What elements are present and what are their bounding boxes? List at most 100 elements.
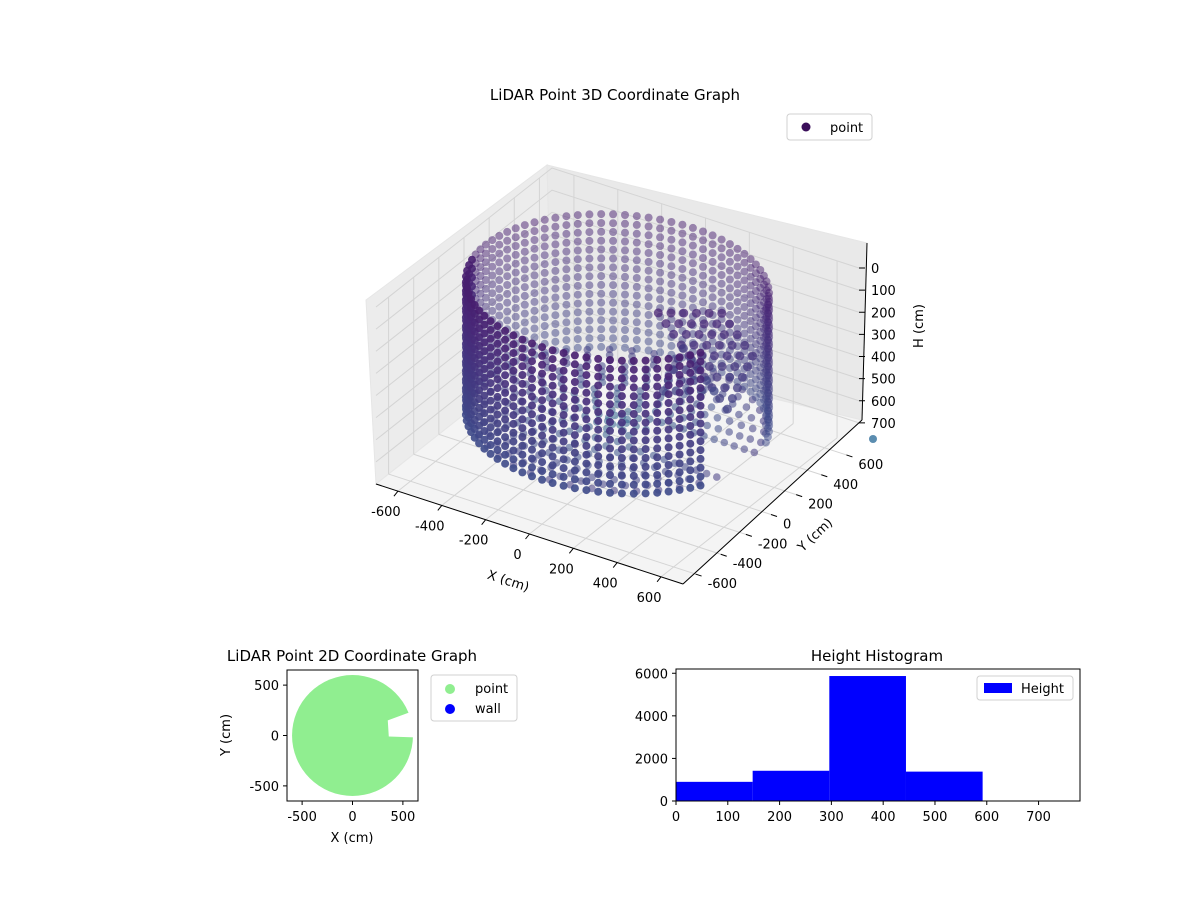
wall-point (629, 401, 638, 410)
wall-point (520, 309, 529, 318)
wall-point (503, 281, 512, 289)
wall-point (708, 240, 717, 249)
wall-point (641, 409, 650, 418)
wall-point (548, 452, 557, 461)
wall-point (573, 335, 582, 343)
wall-point (746, 255, 755, 264)
wall-point (675, 406, 684, 415)
wall-point (570, 431, 579, 440)
y-tick-label-3d: 600 (858, 458, 883, 473)
wall-point (530, 271, 539, 280)
wall-point (644, 293, 653, 302)
wall-point (606, 400, 614, 409)
wall-point (585, 325, 594, 334)
wall-point (644, 231, 653, 240)
wall-point (686, 475, 695, 484)
object-point (661, 319, 671, 329)
wall-point (488, 298, 497, 307)
wall-point (538, 405, 547, 413)
wall-point (656, 348, 665, 357)
wall-point (488, 271, 497, 280)
wall-point (530, 289, 539, 298)
ticks-3d: -600-400-2000200400600-600-400-200020040… (371, 262, 896, 606)
wall-point (493, 375, 502, 384)
wall-point (606, 364, 614, 373)
z-axis-label-3d: H (cm) (912, 304, 927, 348)
wall-point (486, 449, 495, 458)
wall-point (686, 466, 695, 475)
wall-point (509, 358, 518, 366)
wall-point (503, 298, 512, 307)
wall-point (551, 222, 560, 231)
wall-point (617, 480, 626, 489)
y-tick-label-3d: -400 (733, 557, 763, 572)
wall-point (570, 475, 579, 484)
object-point (678, 343, 688, 353)
object-point (730, 362, 740, 372)
wall-point (696, 446, 705, 455)
wall-point (520, 327, 529, 336)
wall-point (582, 406, 591, 415)
wall-point (538, 396, 547, 405)
y-axis-label-2d: Y (cm) (219, 714, 234, 757)
wall-point (667, 235, 676, 244)
wall-point (530, 333, 539, 342)
wall-point (725, 275, 734, 284)
wall-point (606, 453, 614, 462)
wall-point (740, 276, 749, 285)
wall-point (493, 446, 502, 454)
wall-point (509, 375, 518, 384)
object-point (743, 362, 752, 372)
wall-point (530, 218, 539, 227)
wall-point (632, 212, 641, 221)
wall-point (548, 470, 557, 479)
wall-point (686, 351, 695, 360)
wall-point (528, 463, 536, 472)
wall-point (641, 418, 650, 427)
wall-point (528, 366, 536, 375)
wall-point (495, 302, 504, 311)
wall-point (486, 334, 495, 343)
wall-point (503, 289, 512, 298)
wall-point (551, 320, 560, 328)
wall-point (644, 213, 653, 222)
wall-point (621, 334, 629, 343)
wall-point (609, 281, 618, 290)
wall-point (746, 290, 755, 299)
wall-point (530, 306, 539, 315)
wall-point (570, 404, 579, 413)
wall-point (573, 211, 582, 220)
wall-point (511, 295, 520, 304)
z-tick-label-3d: 100 (871, 284, 896, 299)
wall-point (481, 276, 490, 284)
wall-point (570, 448, 579, 457)
wall-point (528, 436, 536, 445)
wall-point (594, 408, 603, 416)
wall-point (573, 264, 582, 273)
wall-point (573, 326, 582, 335)
wall-point (585, 236, 594, 245)
wall-point (501, 433, 510, 442)
object-point (712, 319, 722, 329)
wall-point (641, 454, 650, 462)
wall-point (548, 443, 557, 452)
wall-point (528, 454, 536, 463)
wall-point (518, 397, 527, 406)
wall-point (609, 325, 618, 334)
x-tick-label-hist: 200 (767, 810, 792, 825)
wall-point (467, 295, 476, 304)
wall-point (540, 286, 549, 295)
wall-point (688, 232, 697, 241)
wall-point (582, 468, 591, 477)
object-point (717, 362, 727, 371)
wall-point (488, 280, 497, 289)
wall-point (632, 327, 641, 336)
wall-point (725, 293, 734, 302)
wall-point (708, 302, 717, 311)
wall-point (686, 377, 695, 386)
object-point (707, 330, 717, 339)
wall-point (632, 238, 641, 247)
legend-marker-point-2d (445, 684, 455, 694)
wall-point (486, 414, 495, 423)
wall-point (641, 462, 650, 471)
